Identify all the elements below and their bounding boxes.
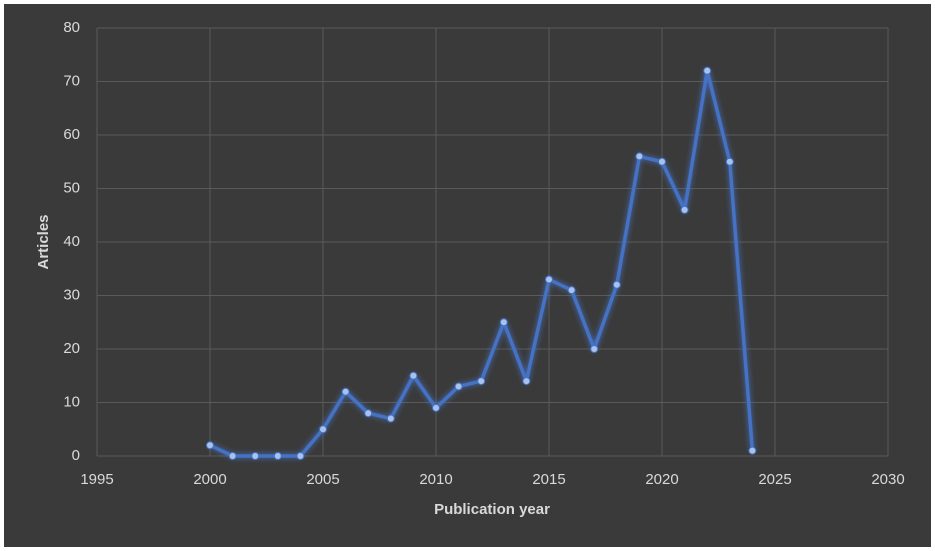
- data-point: [228, 452, 237, 460]
- y-tick-label: 70: [63, 72, 80, 89]
- data-point: [454, 382, 463, 391]
- data-point: [612, 280, 621, 289]
- x-tick-label: 2000: [193, 471, 226, 488]
- data-point: [341, 387, 350, 396]
- y-tick-label: 30: [63, 286, 80, 303]
- data-point: [364, 409, 373, 418]
- chart-background: [4, 4, 931, 547]
- x-tick-label: 2015: [532, 471, 565, 488]
- data-point: [635, 152, 644, 161]
- data-point: [522, 377, 531, 386]
- data-point: [499, 318, 508, 327]
- data-point: [409, 371, 418, 380]
- data-point: [567, 286, 576, 295]
- y-tick-label: 40: [63, 233, 80, 250]
- x-tick-label: 1995: [80, 471, 113, 488]
- data-point: [748, 446, 757, 455]
- y-tick-label: 50: [63, 179, 80, 196]
- y-axis-label: Articles: [35, 214, 52, 269]
- data-point: [545, 275, 553, 284]
- grid: [96, 27, 889, 457]
- y-tick-label: 60: [63, 126, 80, 143]
- x-tick-label: 2010: [419, 471, 452, 488]
- data-point: [273, 452, 282, 460]
- data-point: [386, 414, 395, 423]
- x-tick-label: 2030: [871, 471, 904, 488]
- x-axis-label: Publication year: [434, 501, 550, 518]
- data-point: [703, 66, 712, 75]
- y-tick-label: 10: [63, 393, 80, 410]
- x-tick-label: 2020: [645, 471, 678, 488]
- y-tick-label: 80: [63, 19, 80, 36]
- data-point: [206, 441, 214, 450]
- x-tick-label: 2005: [306, 471, 339, 488]
- data-point: [432, 403, 440, 412]
- x-tick-label: 2025: [758, 471, 791, 488]
- data-point: [296, 452, 305, 460]
- data-point: [725, 157, 734, 166]
- data-point: [319, 425, 327, 434]
- data-point: [658, 157, 666, 166]
- y-tick-label: 0: [72, 447, 80, 464]
- y-tick-label: 20: [63, 340, 80, 357]
- data-point: [590, 345, 599, 353]
- data-point: [251, 452, 260, 460]
- data-point: [680, 205, 689, 214]
- data-point: [477, 377, 486, 386]
